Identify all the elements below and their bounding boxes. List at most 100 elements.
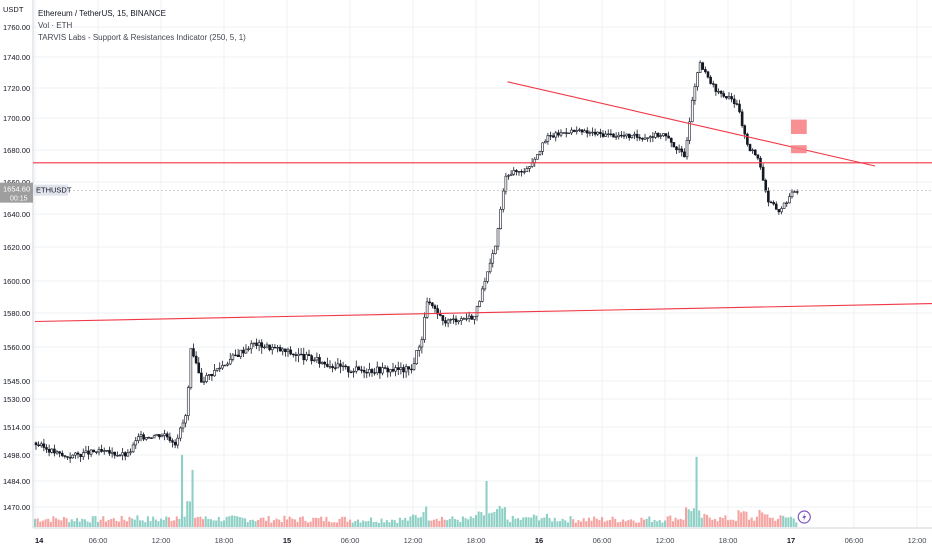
volume-bar: [734, 520, 737, 527]
candle-down: [360, 369, 363, 371]
legend-indicator[interactable]: TARVIS Labs - Support & Resistances Indi…: [38, 33, 246, 42]
price-tick-label: 1600.00: [3, 277, 30, 286]
volume-bar: [467, 519, 470, 527]
candle-up: [533, 158, 537, 163]
candle-up: [583, 130, 586, 133]
candle-up: [118, 454, 122, 457]
candle-down: [236, 354, 240, 357]
time-tick-label: 06:00: [593, 536, 612, 545]
volume-bar: [396, 522, 399, 527]
volume-bar: [779, 515, 782, 527]
candle-down: [100, 449, 103, 452]
volume-bar: [640, 517, 643, 527]
candle-down: [520, 171, 523, 173]
time-tick-label: 18:00: [719, 536, 738, 545]
candle-down: [407, 366, 411, 370]
candle-down: [165, 433, 169, 438]
volume-bar: [677, 519, 680, 527]
volume-bar: [91, 516, 94, 527]
candle-up: [186, 387, 190, 416]
volume-bar: [225, 516, 228, 527]
volume-bar: [288, 516, 291, 527]
volume-bar: [301, 516, 304, 527]
volume-bar: [354, 521, 357, 527]
candle-up: [281, 348, 285, 352]
price-tag-value[interactable]: 1654.60: [3, 185, 30, 194]
candle-up: [354, 366, 358, 372]
candle-down: [108, 450, 111, 454]
candle-down: [706, 71, 710, 78]
candle-down: [709, 76, 712, 84]
price-tag-box[interactable]: [0, 182, 33, 203]
volume-bar: [278, 519, 281, 527]
volume-bar: [624, 521, 627, 527]
volume-bar: [716, 521, 719, 527]
volume-bar: [451, 516, 454, 527]
volume-bar: [370, 517, 373, 527]
volume-bar: [522, 517, 525, 527]
candle-down: [580, 129, 584, 133]
volume-bar: [76, 518, 79, 527]
price-tick-label: 1580.00: [3, 309, 30, 318]
price-tick-label: 1545.00: [3, 377, 30, 386]
candle-up: [152, 435, 156, 439]
volume-bar: [643, 519, 646, 527]
volume-bar: [309, 521, 312, 527]
volume-bar: [170, 520, 173, 527]
volume-bar: [509, 522, 512, 527]
candle-down: [173, 441, 177, 446]
candle-up: [751, 149, 754, 152]
volume-bar: [695, 456, 698, 527]
candle-up: [155, 434, 159, 437]
candle-up: [596, 131, 600, 135]
volume-bar: [299, 517, 302, 527]
candle-down: [622, 135, 626, 137]
candle-down: [331, 366, 334, 369]
candle-up: [131, 444, 135, 453]
candle-up: [591, 131, 594, 134]
candle-up: [633, 133, 636, 136]
volume-bar: [36, 518, 39, 527]
candle-down: [730, 96, 733, 100]
candle-down: [234, 354, 237, 357]
volume-bar: [459, 521, 462, 527]
volume-bar: [375, 521, 378, 527]
candle-up: [105, 450, 109, 452]
volume-bar: [68, 522, 71, 527]
volume-bar: [55, 518, 58, 527]
volume-bar: [435, 518, 438, 527]
volume-bar: [627, 520, 630, 527]
volume-bar: [62, 516, 65, 527]
symbol-tag-box[interactable]: [34, 184, 68, 196]
volume-bar: [125, 521, 128, 527]
candle-down: [599, 131, 602, 134]
volume-bar: [412, 514, 415, 527]
legend-symbol[interactable]: Ethereum / TetherUS, 15, BINANCE: [38, 9, 166, 18]
candle-up: [218, 367, 222, 370]
candle-down: [299, 353, 303, 356]
volume-bar: [674, 517, 677, 527]
candle-up: [457, 320, 460, 323]
candle-down: [664, 133, 668, 137]
candle-up: [698, 62, 702, 73]
falling-trendline: [507, 81, 876, 167]
resistance-zone: [791, 119, 807, 134]
candle-up: [244, 348, 248, 354]
candle-down: [291, 353, 295, 356]
candle-up: [81, 452, 85, 458]
candle-down: [370, 369, 374, 373]
volume-bar: [406, 520, 409, 527]
candle-down: [365, 371, 369, 374]
volume-bar: [110, 518, 113, 527]
candle-up: [554, 132, 558, 138]
price-tick-label: 1470.00: [3, 503, 30, 512]
candle-down: [150, 437, 153, 439]
volume-bar: [784, 517, 787, 527]
volume-bar: [188, 501, 191, 527]
legend-volume[interactable]: Vol · ETH: [38, 21, 73, 30]
volume-bar: [732, 519, 735, 527]
volume-bar: [475, 515, 478, 527]
candle-up: [494, 245, 497, 254]
